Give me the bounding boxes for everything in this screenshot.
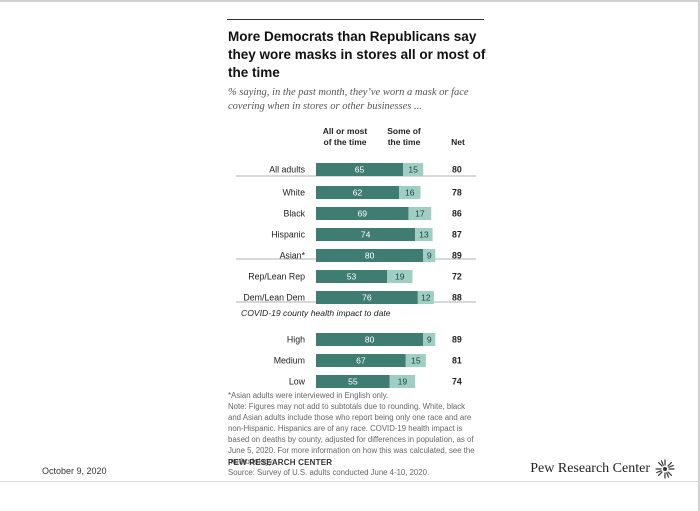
sunburst-logo-icon xyxy=(655,459,675,479)
value-label-some-of-the-time: 19 xyxy=(398,377,408,387)
chart-row: Rep/Lean Rep 53 19 72 xyxy=(248,270,462,283)
category-label: Asian* xyxy=(280,251,306,261)
bar-all-or-most xyxy=(316,333,424,346)
value-label-all-or-most: 53 xyxy=(347,272,357,282)
bar-all-or-most xyxy=(316,249,424,262)
chart-row: White 62 16 78 xyxy=(283,186,462,199)
value-label-some-of-the-time: 16 xyxy=(405,188,415,198)
value-label-all-or-most: 76 xyxy=(362,293,372,303)
header-some-of-the-time: Some of the time xyxy=(387,126,421,147)
value-label-all-or-most: 65 xyxy=(355,165,365,175)
category-label: High xyxy=(287,335,305,345)
bar-all-or-most xyxy=(316,270,388,283)
header-net: Net xyxy=(451,137,465,147)
bar-all-or-most xyxy=(316,291,418,304)
category-label: Hispanic xyxy=(271,230,305,240)
bar-some-of-the-time xyxy=(387,270,413,283)
net-value: 89 xyxy=(452,251,462,261)
bar-all-or-most xyxy=(316,186,400,199)
bar-some-of-the-time xyxy=(408,207,432,220)
net-value: 74 xyxy=(452,377,462,387)
value-label-some-of-the-time: 15 xyxy=(408,165,418,175)
bar-all-or-most xyxy=(316,163,404,176)
chart-subtitle: % saying, in the past month, they’ve wor… xyxy=(228,87,469,112)
bar-some-of-the-time xyxy=(399,186,421,199)
bar-some-of-the-time xyxy=(417,291,434,304)
bar-all-or-most xyxy=(316,207,409,220)
column-headers: All or most of the time Some of the time Net xyxy=(323,126,465,147)
bar-all-or-most xyxy=(316,228,416,241)
value-label-some-of-the-time: 12 xyxy=(421,293,431,303)
net-value: 89 xyxy=(452,335,462,345)
chart-row: Low 55 19 74 xyxy=(289,375,462,388)
value-label-all-or-most: 80 xyxy=(365,251,375,261)
note-asian: *Asian adults were interviewed in Englis… xyxy=(228,391,389,400)
chart-row: All adults 65 15 80 xyxy=(269,163,462,176)
category-label: Black xyxy=(283,209,305,219)
net-value: 81 xyxy=(452,356,462,366)
value-label-some-of-the-time: 13 xyxy=(419,230,429,240)
chart-row: Medium 67 15 81 xyxy=(274,354,462,367)
category-label: White xyxy=(283,188,306,198)
bar-some-of-the-time xyxy=(403,163,424,176)
net-value: 86 xyxy=(452,209,462,219)
value-label-all-or-most: 80 xyxy=(365,335,375,345)
bar-all-or-most xyxy=(316,375,390,388)
bar-some-of-the-time xyxy=(415,228,433,241)
chart-notes: *Asian adults were interviewed in Englis… xyxy=(228,390,480,478)
chart-row: Hispanic 74 13 87 xyxy=(271,228,462,241)
value-label-some-of-the-time: 17 xyxy=(415,209,425,219)
category-label: Medium xyxy=(274,356,305,366)
chart-rows: All adults 65 15 80 White 62 16 78 Black 69 17 86 Hi… xyxy=(243,163,462,388)
category-label: Rep/Lean Rep xyxy=(248,272,305,282)
bar-some-of-the-time xyxy=(405,354,426,367)
section-label-group: COVID-19 county health impact to date xyxy=(241,308,391,318)
footer-logo: Pew Research Center xyxy=(530,458,676,480)
value-label-all-or-most: 74 xyxy=(361,230,371,240)
net-value: 72 xyxy=(452,272,462,282)
footer-logo-text: Pew Research Center xyxy=(530,461,650,476)
net-value: 88 xyxy=(452,293,462,303)
value-label-all-or-most: 67 xyxy=(356,356,366,366)
category-label: Low xyxy=(289,377,306,387)
bar-some-of-the-time xyxy=(423,249,436,262)
chart: All or most of the time Some of the time Net… xyxy=(236,126,476,388)
value-label-all-or-most: 69 xyxy=(357,209,367,219)
chart-row: Asian* 80 9 89 xyxy=(280,249,462,262)
frame-right-edge xyxy=(698,0,700,511)
net-value: 78 xyxy=(452,188,462,198)
net-value: 80 xyxy=(452,165,462,175)
value-label-some-of-the-time: 9 xyxy=(427,251,432,261)
chart-row: High 80 9 89 xyxy=(287,333,462,346)
value-label-some-of-the-time: 15 xyxy=(411,356,421,366)
source-brand: PEW RESEARCH CENTER xyxy=(228,458,333,467)
bar-some-of-the-time xyxy=(423,333,436,346)
footer-rule xyxy=(0,481,700,482)
note-methodology: Note: Figures may not add to subtotals d… xyxy=(228,402,475,466)
value-label-some-of-the-time: 19 xyxy=(395,272,405,282)
category-label: All adults xyxy=(269,165,305,175)
chart-row: Dem/Lean Dem 76 12 88 xyxy=(243,291,462,304)
footer-date: October 9, 2020 xyxy=(42,466,107,476)
section-label: COVID-19 county health impact to date xyxy=(241,308,391,318)
chart-title: More Democrats than Republicans say they… xyxy=(228,29,486,80)
chart-row: Black 69 17 86 xyxy=(283,207,462,220)
bar-some-of-the-time xyxy=(389,375,416,388)
frame-top-edge xyxy=(0,0,700,2)
value-label-all-or-most: 62 xyxy=(353,188,363,198)
category-label: Dem/Lean Dem xyxy=(243,293,305,303)
header-all-or-most: All or most of the time xyxy=(323,126,368,147)
note-source: Source: Survey of U.S. adults conducted … xyxy=(228,468,430,477)
value-label-some-of-the-time: 9 xyxy=(427,335,432,345)
top-rule xyxy=(227,19,484,20)
net-value: 87 xyxy=(452,230,462,240)
value-label-all-or-most: 55 xyxy=(348,377,358,387)
bar-all-or-most xyxy=(316,354,406,367)
